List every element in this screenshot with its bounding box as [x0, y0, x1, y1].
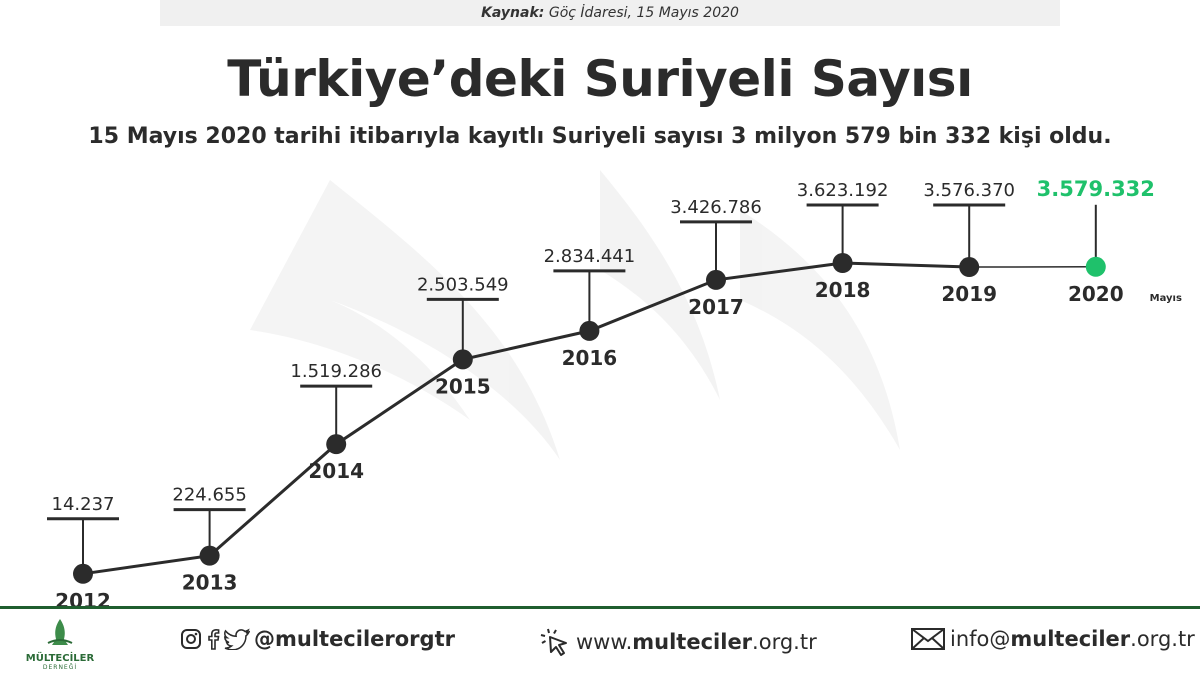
value-label: 14.237 — [52, 494, 115, 515]
value-label: 224.655 — [172, 485, 246, 506]
data-point — [959, 257, 979, 277]
logo[interactable]: MÜLTECİLER DERNEĞİ — [20, 617, 100, 671]
footer: MÜLTECİLER DERNEĞİ @multecilerorgtr www.… — [0, 606, 1200, 678]
website-link[interactable]: www.multeciler.org.tr — [540, 627, 817, 657]
data-point — [453, 349, 473, 369]
email-bold[interactable]: multeciler — [1010, 627, 1130, 651]
data-point — [200, 546, 220, 566]
logo-sub: DERNEĞİ — [20, 664, 100, 671]
category-label: 2013 — [182, 571, 238, 595]
email-link[interactable]: info@multeciler.org.tr — [910, 627, 1195, 651]
category-label: 2012 — [55, 589, 111, 606]
category-label: 2014 — [308, 459, 364, 483]
website-pre[interactable]: www. — [576, 630, 632, 654]
email-pre[interactable]: info@ — [950, 627, 1010, 651]
data-point — [706, 270, 726, 290]
bird-logo-icon — [42, 617, 78, 647]
data-point — [73, 564, 93, 584]
data-point — [326, 434, 346, 454]
website-bold[interactable]: multeciler — [632, 630, 752, 654]
category-note: Mayıs — [1150, 293, 1182, 304]
line-chart: 14.237 2012 224.655 2013 1.519.286 2014 2.503.… — [0, 0, 1200, 606]
category-label: 2016 — [562, 346, 618, 370]
value-label: 3.576.370 — [923, 180, 1015, 201]
mail-icon — [910, 627, 946, 651]
category-label: 2018 — [815, 278, 871, 302]
data-point — [1086, 257, 1106, 277]
data-point — [833, 253, 853, 273]
value-label: 2.503.549 — [417, 274, 509, 295]
category-label: 2020 — [1068, 282, 1124, 306]
value-label: 3.426.786 — [670, 197, 762, 218]
email-post[interactable]: .org.tr — [1130, 627, 1195, 651]
value-label: 2.834.441 — [544, 246, 636, 267]
category-label: 2015 — [435, 374, 491, 398]
data-point — [579, 321, 599, 341]
value-label: 1.519.286 — [290, 361, 382, 382]
social-handle[interactable]: @multecilerorgtr — [254, 627, 455, 651]
instagram-icon[interactable] — [180, 628, 202, 650]
category-label: 2019 — [941, 282, 997, 306]
value-label: 3.579.332 — [1037, 177, 1155, 201]
logo-name: MÜLTECİLER — [20, 653, 100, 664]
value-label: 3.623.192 — [797, 180, 889, 201]
bird-watermark-icon — [250, 170, 900, 460]
website-post[interactable]: .org.tr — [752, 630, 817, 654]
twitter-icon[interactable] — [224, 628, 250, 650]
social-link[interactable]: @multecilerorgtr — [180, 627, 455, 651]
cursor-click-icon — [540, 627, 572, 657]
facebook-icon[interactable] — [206, 628, 220, 650]
category-label: 2017 — [688, 295, 744, 319]
